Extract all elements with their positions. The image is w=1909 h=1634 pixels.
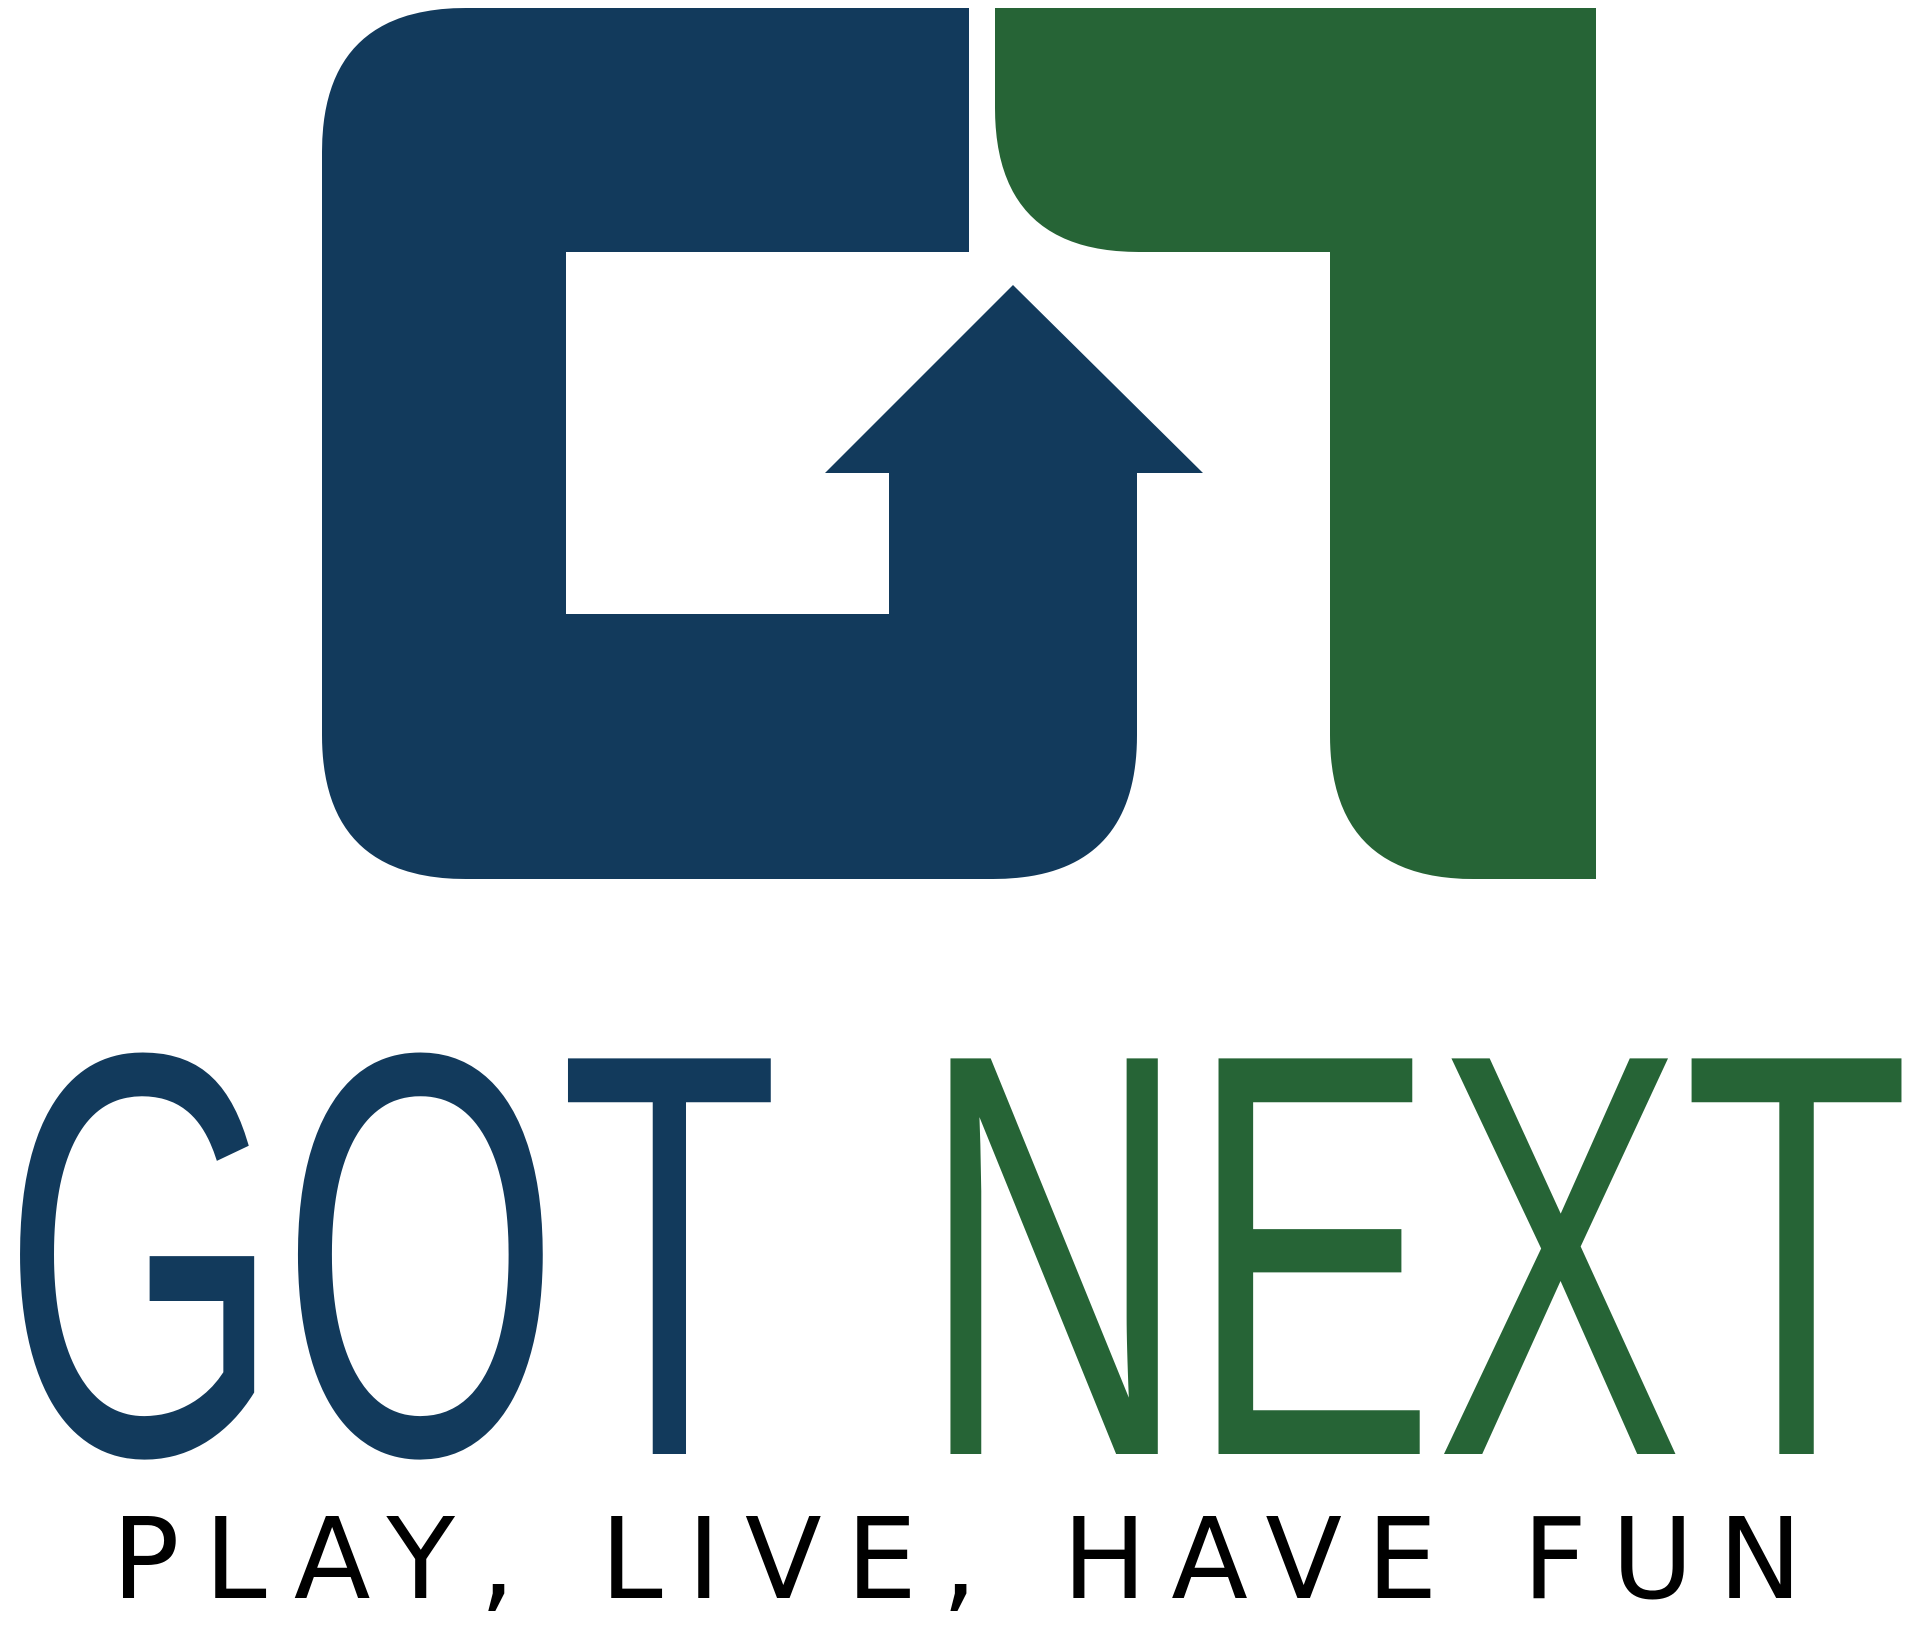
n-shape xyxy=(995,8,1596,879)
wordmark: GOT NEXT xyxy=(2,1010,1909,1470)
wordmark-next: NEXT xyxy=(920,1010,1909,1470)
tagline: PLAY, LIVE, HAVE FUN xyxy=(112,1495,1802,1625)
g-arrow-shape xyxy=(322,8,1203,879)
gn-monogram-logo-icon xyxy=(322,8,1596,879)
tagline-text: PLAY, LIVE, HAVE FUN xyxy=(112,1495,1802,1625)
wordmark-got: GOT xyxy=(2,1010,779,1470)
